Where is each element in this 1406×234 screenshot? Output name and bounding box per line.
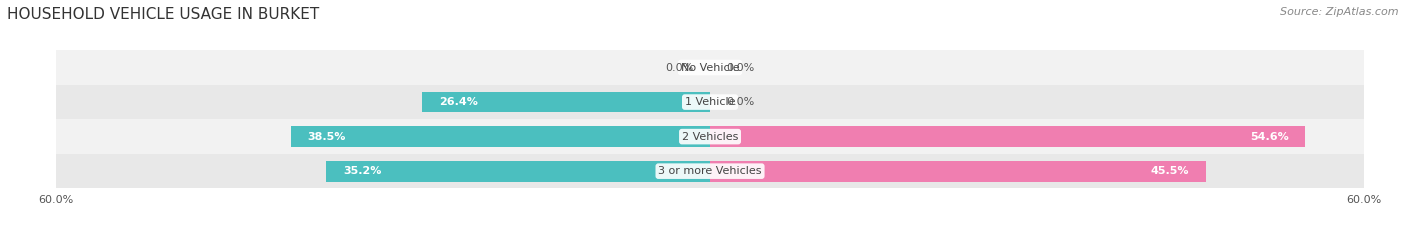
Text: 45.5%: 45.5%	[1152, 166, 1189, 176]
Text: No Vehicle: No Vehicle	[681, 62, 740, 73]
Text: 38.5%: 38.5%	[307, 132, 346, 142]
Bar	[710, 126, 1305, 147]
Bar	[56, 85, 1364, 119]
Text: 0.0%: 0.0%	[727, 97, 755, 107]
Text: 1 Vehicle: 1 Vehicle	[685, 97, 735, 107]
Bar	[56, 154, 1364, 188]
Text: Source: ZipAtlas.com: Source: ZipAtlas.com	[1281, 7, 1399, 17]
Text: 3 or more Vehicles: 3 or more Vehicles	[658, 166, 762, 176]
Text: 2 Vehicles: 2 Vehicles	[682, 132, 738, 142]
Bar	[291, 126, 710, 147]
Bar	[56, 50, 1364, 85]
Text: 0.0%: 0.0%	[665, 62, 693, 73]
Text: 54.6%: 54.6%	[1250, 132, 1289, 142]
Text: 26.4%: 26.4%	[439, 97, 478, 107]
Text: 0.0%: 0.0%	[727, 62, 755, 73]
Bar	[326, 161, 710, 182]
Bar	[422, 92, 710, 112]
Bar	[56, 119, 1364, 154]
Text: 35.2%: 35.2%	[343, 166, 381, 176]
Bar	[710, 161, 1206, 182]
Text: HOUSEHOLD VEHICLE USAGE IN BURKET: HOUSEHOLD VEHICLE USAGE IN BURKET	[7, 7, 319, 22]
